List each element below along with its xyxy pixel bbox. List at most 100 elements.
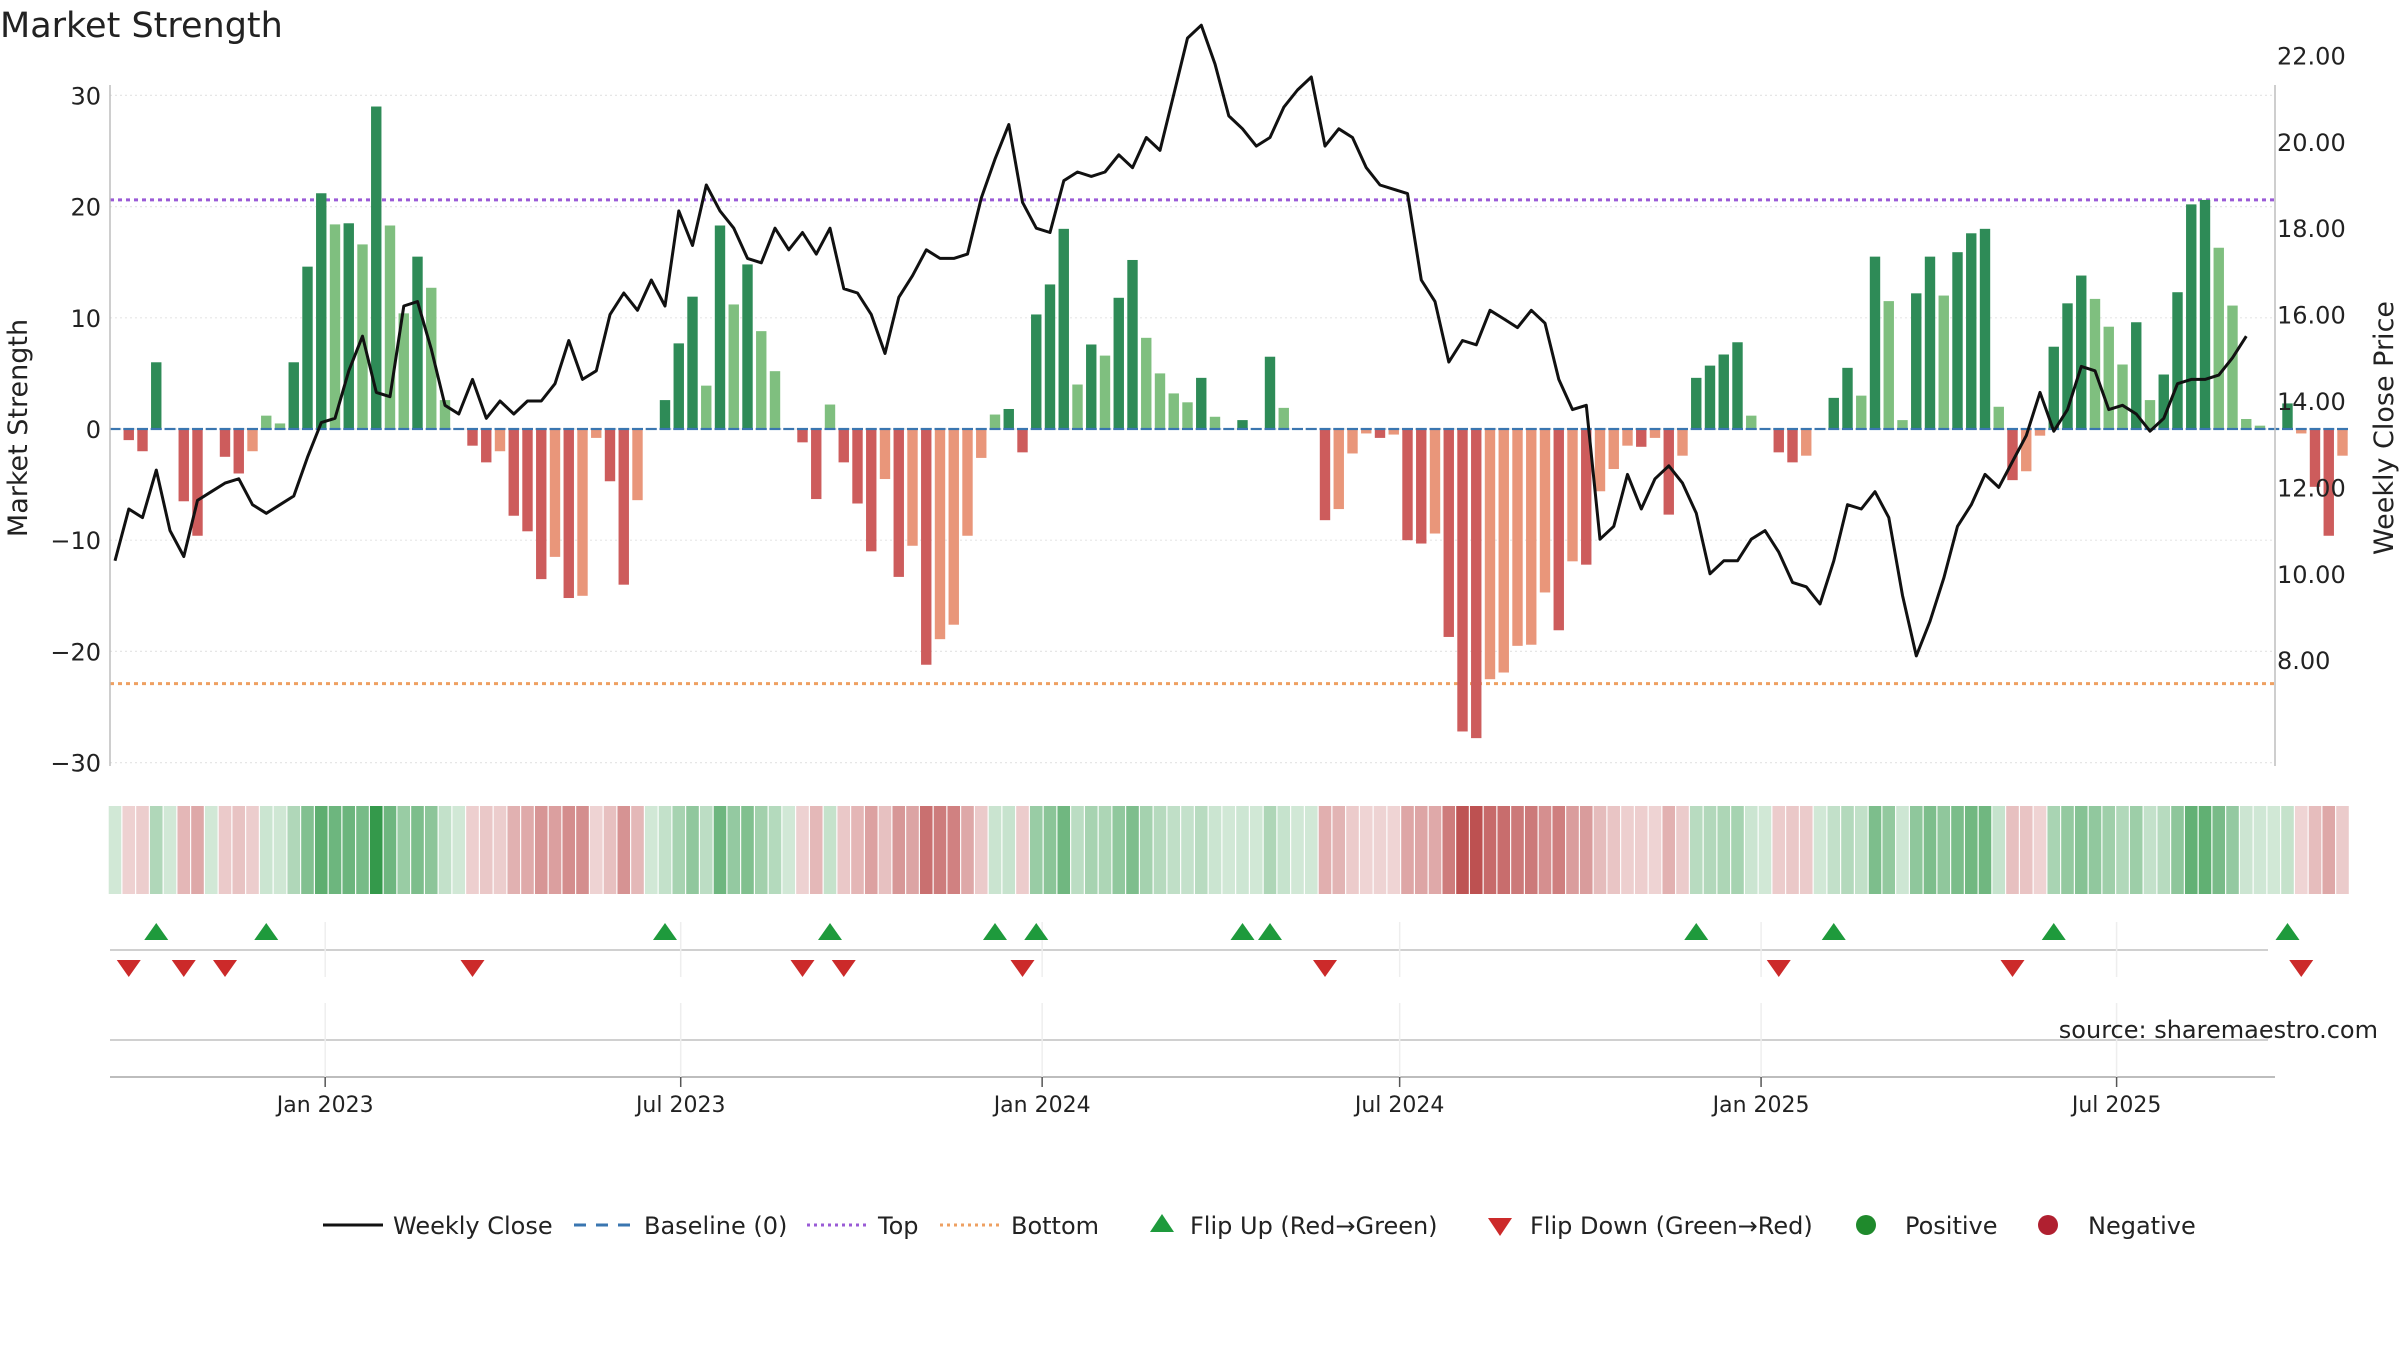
- heat-cell: [2239, 806, 2253, 894]
- strength-bar: [1732, 342, 1743, 429]
- heat-cell: [809, 806, 823, 894]
- strength-bar: [439, 400, 451, 429]
- heat-cell: [218, 806, 232, 894]
- heat-cell: [314, 806, 328, 894]
- legend: Weekly Close Baseline (0) Top Bottom Flip Up…: [323, 1212, 2196, 1240]
- strength-bar: [1264, 356, 1276, 429]
- heat-cell: [424, 806, 438, 894]
- heat-cell: [878, 806, 892, 894]
- heat-cell: [1428, 806, 1442, 894]
- strength-bar: [1856, 395, 1867, 429]
- left-tick-label: 10: [70, 305, 101, 333]
- flip-up-marker: [1024, 923, 1049, 940]
- heat-cell: [1827, 806, 1841, 894]
- strength-bar: [1691, 377, 1702, 429]
- strength-bar: [673, 343, 684, 429]
- flip-up-marker: [1684, 923, 1709, 940]
- heat-cell: [2171, 806, 2184, 894]
- heat-cell: [108, 806, 122, 894]
- heat-cell: [2006, 806, 2019, 894]
- heat-cell: [1456, 806, 1469, 894]
- strength-bar: [701, 385, 712, 429]
- heat-cell: [1167, 806, 1181, 894]
- strength-bar: [288, 362, 299, 429]
- strength-bar: [1072, 384, 1083, 429]
- heat-cell: [1359, 806, 1373, 894]
- heat-cell: [1511, 806, 1524, 894]
- heat-cell: [1236, 806, 1249, 894]
- heat-cell: [851, 806, 864, 894]
- reference-lines: [110, 198, 2275, 686]
- strength-bar: [1003, 408, 1014, 429]
- strength-bar: [2309, 429, 2321, 487]
- heat-cell: [2253, 806, 2267, 894]
- heat-cell: [534, 806, 548, 894]
- strength-bar: [921, 429, 932, 665]
- heat-cell: [122, 806, 136, 894]
- heat-cell: [617, 806, 631, 894]
- strength-bar: [2144, 400, 2156, 429]
- strength-bar: [1512, 429, 1523, 646]
- strength-bar: [2172, 292, 2183, 429]
- heat-cell: [1717, 806, 1731, 894]
- heat-cell: [603, 806, 617, 894]
- strength-bar: [893, 429, 904, 577]
- heat-cell: [2047, 806, 2061, 894]
- heat-cell: [2267, 806, 2281, 894]
- strength-bar: [2021, 429, 2032, 472]
- heat-cell: [1057, 806, 1071, 894]
- heat-cell: [287, 806, 301, 894]
- heat-cell: [1868, 806, 1882, 894]
- strength-bar: [412, 256, 423, 429]
- heat-cell: [2061, 806, 2074, 894]
- strength-bar: [1704, 365, 1716, 429]
- heat-cell: [1043, 806, 1057, 894]
- left-tick-label: −20: [50, 638, 101, 666]
- right-tick-label: 16.00: [2277, 302, 2346, 330]
- strength-bar: [467, 429, 478, 446]
- flip-down-marker: [1766, 960, 1791, 977]
- heat-cell: [576, 806, 589, 894]
- strength-bar: [1828, 397, 1839, 429]
- strength-bar: [2213, 247, 2224, 429]
- date-tick-label: Jul 2025: [2070, 1093, 2162, 1118]
- heat-cell: [713, 806, 727, 894]
- heat-cell: [1607, 806, 1621, 894]
- strength-bar: [1966, 233, 1977, 429]
- strength-bar: [233, 429, 244, 474]
- strength-bar: [1773, 429, 1784, 453]
- strength-bar: [1677, 429, 1688, 456]
- heat-cell: [507, 806, 521, 894]
- strength-bar: [1141, 337, 1152, 429]
- strength-bar: [1636, 429, 1647, 447]
- heat-cell: [204, 806, 218, 894]
- strength-bar: [1952, 252, 1963, 429]
- right-axis-label: Weekly Close Price: [2369, 301, 2400, 555]
- strength-bar: [934, 429, 946, 640]
- heat-cell: [149, 806, 163, 894]
- strength-bar: [577, 429, 588, 596]
- left-tick-label: 20: [70, 194, 101, 222]
- strength-bar: [302, 266, 313, 429]
- heat-cell: [919, 806, 933, 894]
- strength-bar: [1787, 429, 1798, 463]
- right-tick-label: 10.00: [2277, 561, 2346, 589]
- left-axis-label: Market Strength: [3, 319, 34, 537]
- strength-bar: [481, 429, 492, 463]
- heat-cell: [2184, 806, 2198, 894]
- strength-bar: [398, 313, 409, 429]
- heat-cell: [1689, 806, 1703, 894]
- heat-cell: [1964, 806, 1978, 894]
- heat-cell: [1016, 806, 1029, 894]
- strength-bar: [1883, 301, 1894, 429]
- heat-cell: [1758, 806, 1772, 894]
- heat-cell: [2322, 806, 2336, 894]
- legend-label: Negative: [2088, 1212, 2196, 1240]
- right-tick-label: 8.00: [2277, 647, 2330, 675]
- legend-flip-down-icon: [1488, 1218, 1512, 1236]
- strength-bar: [1044, 284, 1056, 429]
- heat-cell: [1566, 806, 1579, 894]
- heat-cell: [2157, 806, 2171, 894]
- strength-bar: [522, 429, 533, 532]
- heat-cell: [727, 806, 741, 894]
